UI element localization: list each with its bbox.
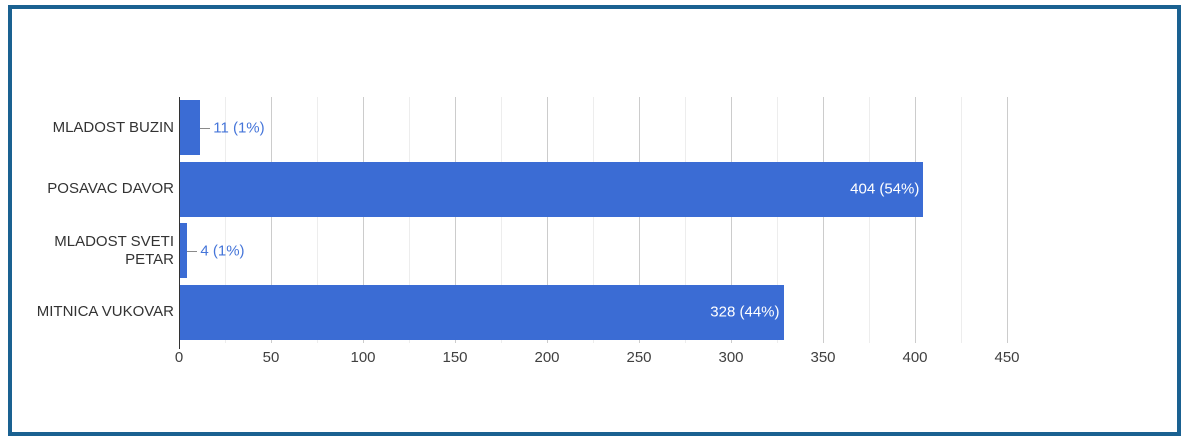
gridline-major [363, 97, 364, 343]
gridline-major [731, 97, 732, 343]
gridline-minor [317, 97, 318, 343]
x-tick-label: 300 [718, 349, 744, 366]
gridline-major [639, 97, 640, 343]
category-label-mladost-sveti-petar: MLADOST SVETI PETAR [54, 232, 174, 268]
category-label-posavac-davor: POSAVAC DAVOR [47, 180, 174, 198]
x-tick-label: 50 [262, 349, 280, 366]
bar-value-label: 328 (44%) [710, 303, 780, 321]
x-tick-label: 250 [626, 349, 652, 366]
bar-mitnica-vukovar[interactable]: 328 (44%) [180, 284, 784, 340]
x-tick-label: 100 [350, 349, 376, 366]
bar-value-label: 4 (1%) [200, 242, 245, 260]
x-tick-label: 0 [174, 349, 184, 366]
bar-posavac-davor[interactable]: 404 (54%) [180, 161, 924, 217]
gridline-major [271, 97, 272, 343]
bar-mladost-sveti-petar[interactable] [180, 223, 188, 279]
bar-value-label: 404 (54%) [850, 180, 920, 198]
x-tick-label: 200 [534, 349, 560, 366]
gridline-minor [593, 97, 594, 343]
gridline-minor [501, 97, 502, 343]
gridline-major [455, 97, 456, 343]
x-tick-label: 350 [810, 349, 836, 366]
category-label-mitnica-vukovar: MITNICA VUKOVAR [36, 303, 174, 321]
gridline-major [547, 97, 548, 343]
gridline-minor [961, 97, 962, 343]
category-label-mladost-buzin: MLADOST BUZIN [52, 118, 174, 136]
x-tick-label: 450 [994, 349, 1020, 366]
gridline-major [1007, 97, 1008, 343]
x-tick-label: 150 [442, 349, 468, 366]
gridline-minor [225, 97, 226, 343]
bar-value-label: 11 (1%) [213, 119, 265, 137]
annotation-leader-line [200, 127, 211, 129]
annotation-leader-line [187, 250, 198, 252]
gridline-major [823, 97, 824, 343]
y-axis-baseline [179, 97, 180, 349]
bar-mladost-buzin[interactable] [180, 100, 201, 156]
gridline-minor [409, 97, 410, 343]
gridline-minor [777, 97, 778, 343]
gridline-major [915, 97, 916, 343]
gridline-minor [869, 97, 870, 343]
gridline-minor [685, 97, 686, 343]
x-tick-label: 400 [902, 349, 928, 366]
